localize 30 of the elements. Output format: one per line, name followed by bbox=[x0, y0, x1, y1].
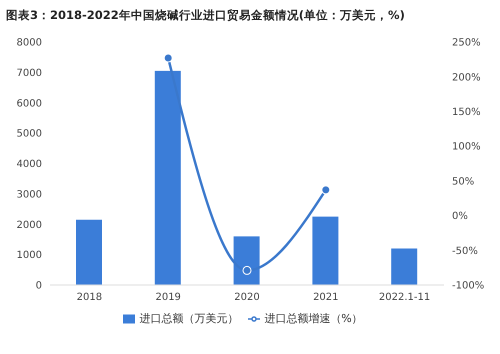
x-tick-label: 2022.1-11 bbox=[378, 292, 430, 304]
y2-tick-label: 200% bbox=[452, 72, 481, 84]
y-tick-label: 0 bbox=[36, 280, 42, 292]
y-tick-label: 2000 bbox=[16, 220, 42, 231]
y-tick-label: 1000 bbox=[16, 250, 42, 262]
y2-tick-label: 250% bbox=[452, 38, 481, 49]
bar bbox=[391, 248, 418, 285]
point bbox=[321, 185, 330, 194]
y-tick-label: 6000 bbox=[16, 98, 42, 110]
point bbox=[242, 266, 252, 275]
y2-tick-label: 50% bbox=[452, 176, 474, 188]
legend-label: 进口总额（万美元） bbox=[139, 312, 238, 325]
legend-label: 进口总额增速（%） bbox=[264, 312, 363, 325]
y2-tick-label: 100% bbox=[452, 142, 481, 153]
y2-tick-label: -100% bbox=[452, 280, 484, 292]
y2-tick-label: 0% bbox=[452, 211, 468, 222]
bar bbox=[312, 216, 338, 285]
y2-tick-label: 150% bbox=[452, 106, 481, 118]
x-tick-label: 2021 bbox=[313, 292, 339, 304]
y-tick-label: 5000 bbox=[16, 128, 42, 140]
y-tick-label: 4000 bbox=[16, 159, 42, 170]
x-tick-label: 2020 bbox=[234, 292, 260, 304]
y-tick-label: 3000 bbox=[16, 189, 42, 200]
chart-title: 图表3：2018-2022年中国烧碱行业进口贸易金额情况(单位：万美元，%) bbox=[5, 7, 406, 24]
x-tick-label: 2019 bbox=[155, 292, 181, 304]
bar bbox=[76, 220, 102, 285]
y2-tick-label: -50% bbox=[452, 246, 478, 257]
x-tick-label: 2018 bbox=[76, 292, 102, 304]
y-tick-label: 7000 bbox=[16, 68, 42, 79]
y-tick-label: 8000 bbox=[16, 38, 42, 49]
